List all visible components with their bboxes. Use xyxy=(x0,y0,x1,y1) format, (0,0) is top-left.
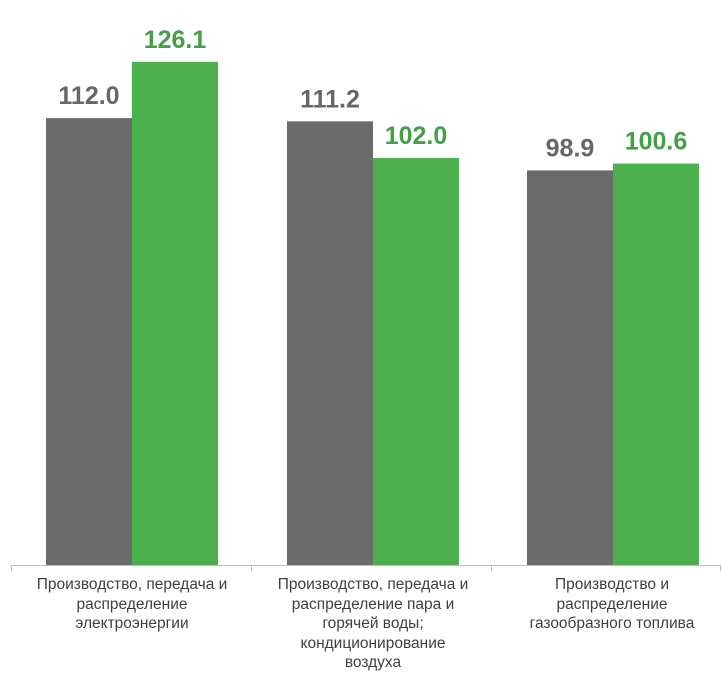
value-label-series1-cat1: 112.0 xyxy=(58,82,119,110)
category-label-2-line-2: распределение пара и xyxy=(291,595,455,613)
value-label-series1-cat2: 111.2 xyxy=(300,85,360,113)
bar-series1-cat3 xyxy=(527,170,613,566)
bar-series2-cat1 xyxy=(132,61,218,566)
value-label-series2-cat3: 100.6 xyxy=(625,128,688,156)
category-label-3-line-1: Производство и xyxy=(554,576,670,593)
category-label-1-line-2: распределение xyxy=(76,595,188,613)
category-label-1-line-1: Производство, передача и xyxy=(36,576,228,593)
value-label-series2-cat1: 126.1 xyxy=(144,26,207,54)
value-label-series1-cat3: 98.9 xyxy=(546,134,595,162)
category-label-3-line-2: распределение xyxy=(556,595,668,613)
bar-series1-cat2 xyxy=(287,121,373,565)
value-label-series2-cat2: 102.0 xyxy=(385,122,448,150)
category-label-1-line-3: электроэнергии xyxy=(75,615,189,632)
bar-series2-cat3 xyxy=(613,163,699,565)
category-label-3-line-3: газообразного топлива xyxy=(529,615,695,632)
category-label-3: Производство и распределение газообразного… xyxy=(492,575,721,634)
bars-group xyxy=(46,61,699,566)
x-axis xyxy=(11,565,721,571)
category-label-2-line-5: воздуха xyxy=(344,654,402,671)
category-label-2-line-3: горячей воды; xyxy=(322,615,424,632)
category-label-1: Производство, передача и распределение эле… xyxy=(12,575,252,634)
value-labels-group: 112.0 111.2 98.9 126.1 102.0 100.6 xyxy=(58,26,687,163)
category-label-2-line-4: кондиционирование xyxy=(300,634,446,652)
category-label-2: Производство, передача и распределение па… xyxy=(253,575,493,673)
bar-series1-cat1 xyxy=(46,118,132,566)
bar-series2-cat2 xyxy=(373,158,459,565)
category-label-2-line-1: Производство, передача и xyxy=(277,576,469,593)
